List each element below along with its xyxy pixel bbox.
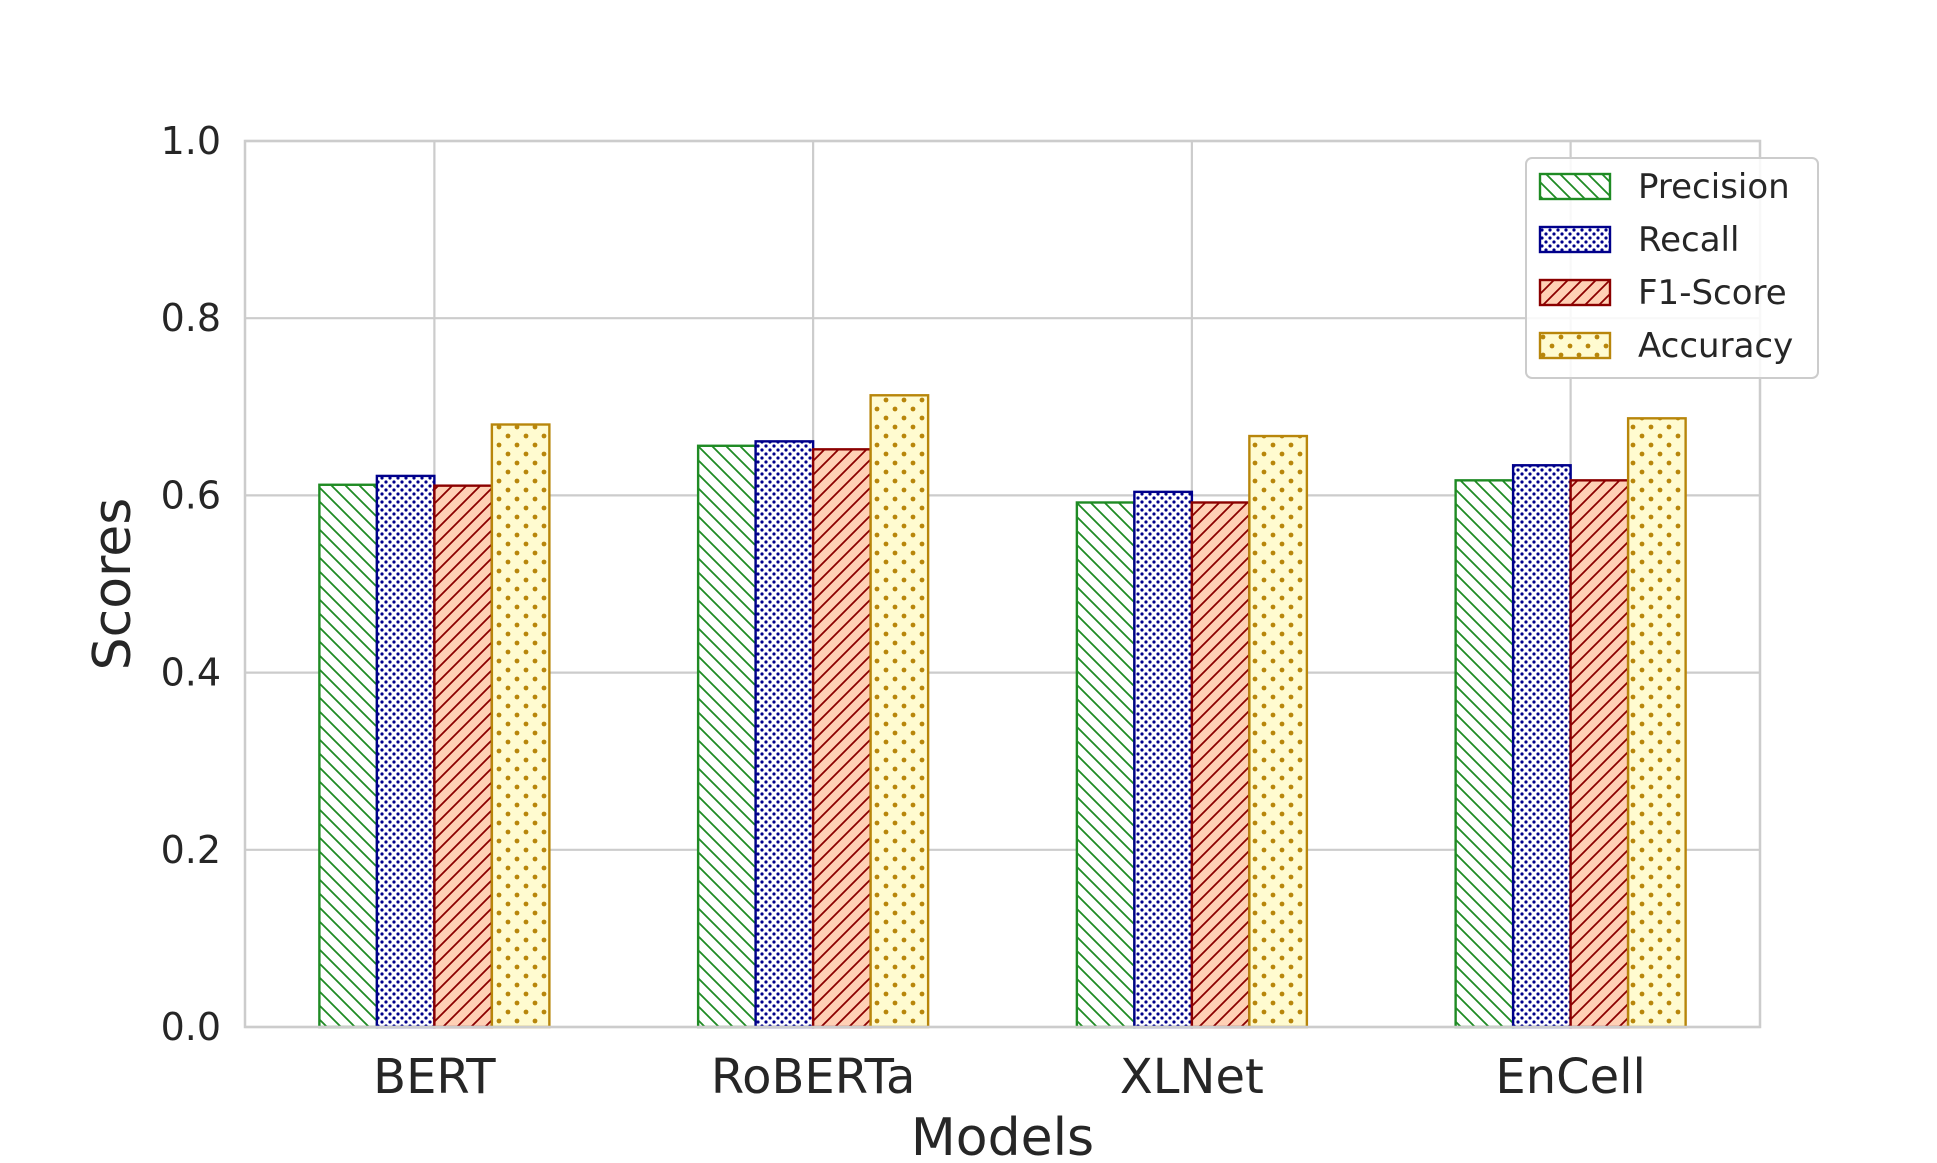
y-tick-label: 0.4	[161, 651, 221, 695]
bar-precision-roberta	[696, 444, 757, 1029]
bar-f1-score-roberta	[811, 448, 872, 1029]
bar-f1-score-bert	[433, 484, 494, 1029]
y-tick-label: 0.6	[161, 473, 221, 517]
bar-accuracy-roberta	[869, 394, 930, 1029]
y-tick-label: 0.2	[161, 828, 221, 872]
bar-f1-score-encell	[1569, 479, 1630, 1029]
legend-swatch	[1538, 331, 1612, 360]
bar-accuracy-xlnet	[1248, 434, 1309, 1029]
y-tick-label: 0.8	[161, 296, 221, 340]
bar-precision-xlnet	[1075, 501, 1136, 1029]
bar-recall-encell	[1511, 464, 1572, 1029]
bars	[318, 394, 1687, 1029]
x-tick-label: BERT	[373, 1049, 496, 1105]
legend: Precision Recall F1-Score Accuracy	[1525, 157, 1819, 379]
y-tick-labels: 0.0 0.2 0.4 0.6 0.8 1.0	[161, 119, 221, 1049]
y-axis-title: Scores	[83, 498, 143, 671]
legend-label: Accuracy	[1638, 326, 1793, 366]
legend-label: F1-Score	[1638, 273, 1787, 313]
bar-precision-bert	[318, 483, 379, 1029]
x-tick-label: RoBERTa	[711, 1049, 915, 1105]
bar-recall-roberta	[754, 440, 815, 1029]
x-tick-labels: BERT RoBERTa XLNet EnCell	[373, 1049, 1646, 1105]
bar-recall-bert	[375, 474, 436, 1029]
legend-frame	[1525, 157, 1819, 379]
x-tick-label: XLNet	[1120, 1049, 1264, 1105]
bar-recall-xlnet	[1133, 490, 1194, 1029]
bar-precision-encell	[1454, 479, 1515, 1029]
legend-label: Precision	[1638, 167, 1790, 207]
bar-f1-score-xlnet	[1190, 501, 1251, 1029]
bar-accuracy-bert	[490, 423, 551, 1029]
y-tick-label: 0.0	[161, 1005, 221, 1049]
y-tick-label: 1.0	[161, 119, 221, 163]
legend-swatch	[1538, 225, 1612, 254]
x-axis-title: Models	[911, 1108, 1094, 1163]
x-tick-label: EnCell	[1495, 1049, 1645, 1105]
legend-swatch	[1538, 172, 1612, 201]
legend-swatch	[1538, 278, 1612, 307]
plot-frame	[243, 139, 1762, 1029]
bar-accuracy-encell	[1626, 417, 1687, 1029]
legend-label: Recall	[1638, 220, 1739, 260]
